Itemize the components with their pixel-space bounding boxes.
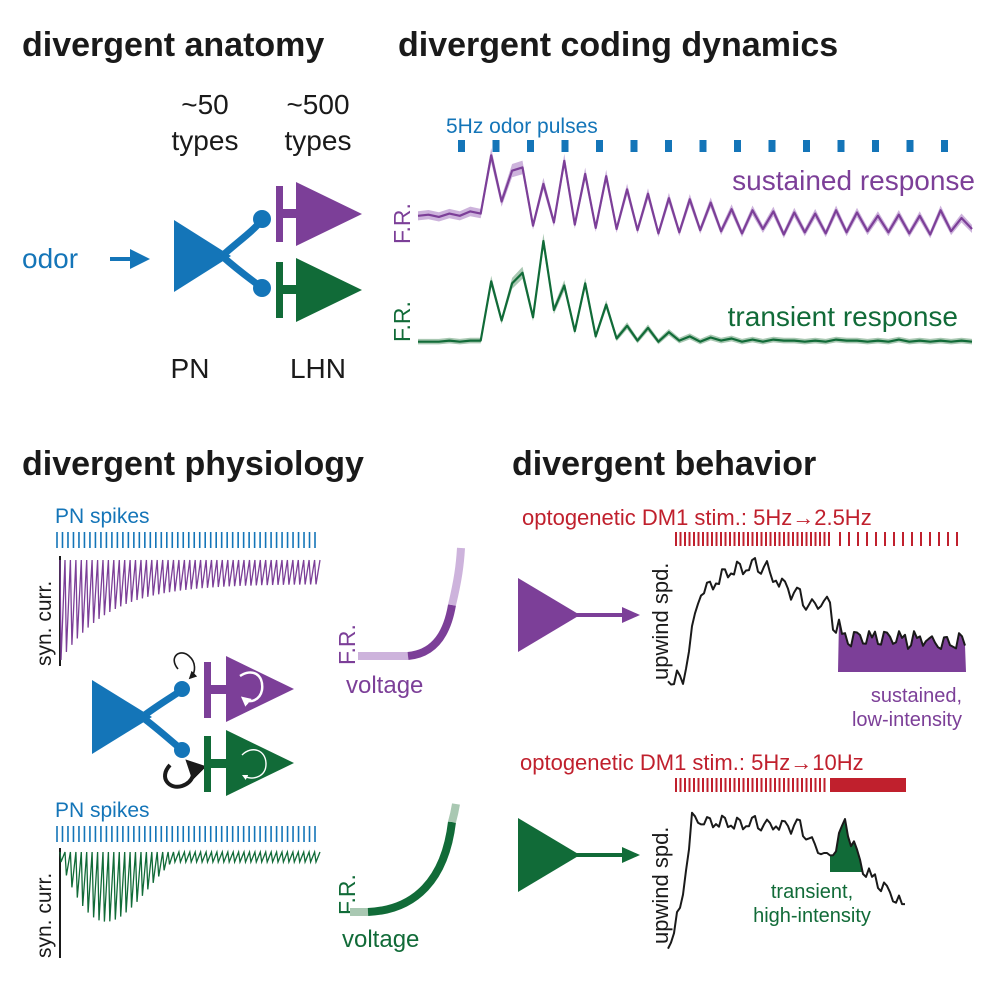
stim-solid-block	[830, 778, 906, 792]
behavior-panel: divergent behavior optogenetic DM1 stim.…	[512, 445, 966, 950]
transient-output-arrow-icon	[622, 847, 640, 863]
upwind-speed-label-bottom: upwind spd.	[648, 827, 673, 944]
lhn-transient-neuron-icon	[276, 258, 362, 322]
lhn-types-word: types	[285, 125, 352, 156]
odor-pulse-mark	[492, 140, 500, 152]
lhn-transient-neuron-physiology-icon	[204, 730, 294, 796]
coding-heading: divergent coding dynamics	[398, 26, 838, 64]
synaptic-current-trace-transient	[59, 849, 321, 922]
depression-arrow-icon	[163, 759, 207, 789]
lhn-transient-behavior-icon	[518, 818, 580, 892]
odor-pulse-mark	[665, 140, 672, 152]
stim-label-top: optogenetic DM1 stim.: 5Hz→2.5Hz	[522, 505, 872, 530]
anatomy-panel: divergent anatomy ~50 types ~500 types o…	[22, 26, 362, 384]
fi-curve-bottom-mid	[367, 821, 456, 916]
sustained-trace	[417, 154, 973, 236]
odor-pulse-mark	[458, 140, 465, 152]
odor-pulse-mark	[527, 140, 534, 152]
stim-raster-bottom	[675, 778, 906, 792]
pn-types-count: ~50	[181, 89, 229, 120]
pn-bouton-bottom	[253, 279, 271, 297]
odor-pulse-mark	[768, 140, 776, 152]
syn-curr-label-bottom: syn. curr.	[33, 873, 56, 958]
synaptic-current-trace-sustained	[59, 559, 321, 661]
voltage-label-top: voltage	[346, 672, 423, 699]
coding-panel: divergent coding dynamics 5Hz odor pulse…	[389, 26, 975, 345]
fr-label-curve-top: F.R.	[334, 624, 360, 665]
transient-note-line2: high-intensity	[753, 905, 871, 927]
lhn-sustained-behavior-icon	[518, 578, 580, 652]
transient-fr-label: F.R.	[389, 301, 415, 342]
odor-pulse-mark	[941, 140, 948, 152]
sustained-note-line2: low-intensity	[852, 709, 962, 731]
syn-curr-label-top: syn. curr.	[33, 581, 56, 666]
physiology-panel: divergent physiology PN spikes syn. curr…	[22, 445, 465, 958]
stim-raster-top	[675, 532, 958, 546]
odor-pulse-mark	[734, 140, 741, 152]
odor-pulse-mark	[561, 140, 569, 152]
pn-spikes-label-top: PN spikes	[55, 505, 150, 528]
sustained-behavior-area	[838, 619, 966, 672]
transient-note-line1: transient,	[771, 881, 853, 903]
pn-bouton-physiology-bottom	[174, 742, 190, 758]
upwind-speed-label-top: upwind spd.	[648, 563, 673, 680]
transient-behavior-area	[830, 819, 862, 872]
odor-pulse-mark	[837, 140, 845, 152]
pn-neuron-icon	[174, 220, 231, 292]
lhn-types-count: ~500	[286, 89, 349, 120]
odor-pulse-mark	[906, 140, 914, 152]
pn-neuron-icon-physiology	[92, 680, 152, 754]
pn-bouton-physiology-top	[174, 681, 190, 697]
sustained-output-arrow-icon	[622, 607, 640, 623]
upwind-speed-trace-top	[667, 557, 966, 686]
sustained-note-line1: sustained,	[871, 685, 962, 707]
odor-pulse-marks	[458, 140, 948, 152]
odor-pulse-mark	[630, 140, 638, 152]
odor-pulse-mark	[803, 140, 810, 152]
upwind-speed-trace-bottom	[667, 811, 905, 950]
lhn-sustained-neuron-icon	[276, 182, 362, 246]
odor-label: odor	[22, 243, 78, 274]
odor-pulse-mark	[699, 140, 707, 152]
fi-curve-bottom-high	[448, 803, 460, 824]
pn-bouton-top	[253, 210, 271, 228]
physiology-heading: divergent physiology	[22, 445, 364, 483]
facilitation-arrow-icon	[173, 652, 198, 680]
sustained-response-label: sustained response	[732, 165, 975, 196]
lhn-sustained-neuron-physiology-icon	[204, 656, 294, 722]
anatomy-heading: divergent anatomy	[22, 26, 324, 64]
behavior-heading: divergent behavior	[512, 445, 816, 483]
transient-trace	[418, 239, 973, 343]
lhn-label: LHN	[290, 353, 346, 384]
pn-types-word: types	[172, 125, 239, 156]
pn-spike-train-bottom	[56, 826, 316, 842]
pn-spike-train-top	[56, 532, 316, 548]
sustained-fr-label: F.R.	[389, 203, 415, 244]
fi-curve-top-high	[448, 547, 465, 606]
fi-curve-top-mid	[407, 604, 456, 660]
stim-label-bottom: optogenetic DM1 stim.: 5Hz→10Hz	[520, 750, 864, 775]
odor-pulse-mark	[872, 140, 879, 152]
pn-spikes-label-bottom: PN spikes	[55, 799, 150, 822]
odor-pulses-label: 5Hz odor pulses	[446, 115, 598, 138]
pn-label: PN	[171, 353, 210, 384]
voltage-label-bottom: voltage	[342, 926, 419, 953]
transient-response-label: transient response	[728, 301, 958, 332]
odor-pulse-mark	[596, 140, 603, 152]
